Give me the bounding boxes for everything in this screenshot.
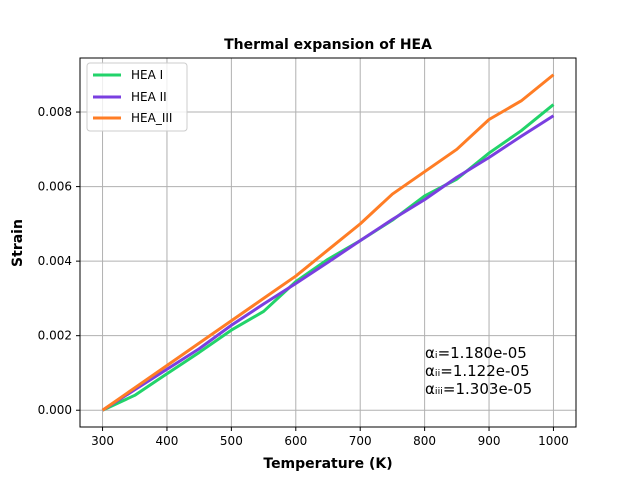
series-lines	[101, 73, 555, 412]
alpha-annotation-line-1: αᵢ=1.180e-05	[425, 344, 527, 362]
legend-label-hea-i: HEA I	[131, 68, 163, 82]
chart-title: Thermal expansion of HEA	[224, 37, 432, 53]
x-tick-label: 700	[349, 434, 372, 448]
x-tick-label: 300	[91, 434, 114, 448]
x-tick-label: 600	[284, 434, 307, 448]
legend-label-hea-iii: HEA_III	[131, 111, 172, 125]
y-tick-label: 0.000	[38, 403, 72, 417]
axis-ticks: 300 400 500 600 700 800 900 1000 0.000 0.002 0.004…	[38, 105, 569, 448]
y-tick-label: 0.004	[38, 254, 72, 268]
x-axis-label: Temperature (K)	[263, 456, 392, 472]
series-line-3	[101, 73, 555, 412]
alpha-annotation: αᵢ=1.180e-05 αᵢᵢ=1.122e-05 αᵢᵢᵢ=1.303e-0…	[425, 344, 532, 398]
series-line-1	[101, 103, 555, 412]
y-tick-label: 0.008	[38, 105, 72, 119]
x-tick-label: 1000	[538, 434, 569, 448]
alpha-annotation-line-3: αᵢᵢᵢ=1.303e-05	[425, 380, 532, 398]
legend-label-hea-ii: HEA II	[131, 90, 167, 104]
legend-box	[86, 62, 188, 132]
x-tick-label: 400	[156, 434, 179, 448]
y-tick-label: 0.006	[38, 180, 72, 194]
y-axis-label: Strain	[10, 219, 26, 267]
x-tick-label: 800	[413, 434, 436, 448]
legend: HEA I HEA II HEA_III	[86, 62, 188, 132]
x-tick-label: 900	[478, 434, 501, 448]
series-line-2	[101, 114, 555, 412]
plot-frame	[79, 57, 577, 428]
x-tick-label: 500	[220, 434, 243, 448]
y-tick-label: 0.002	[38, 329, 72, 343]
alpha-annotation-line-2: αᵢᵢ=1.122e-05	[425, 362, 530, 380]
